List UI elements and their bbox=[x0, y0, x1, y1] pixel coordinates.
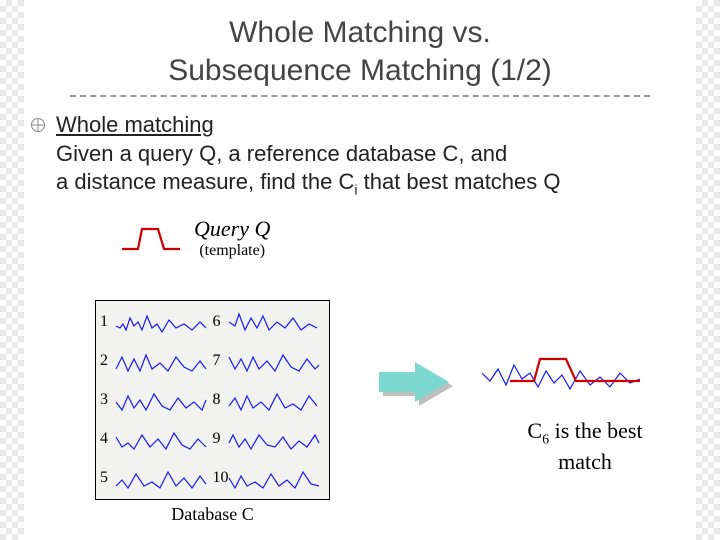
bullet-line-3b: that best matches Q bbox=[358, 169, 561, 194]
result-text-c: match bbox=[558, 449, 612, 474]
database-cell: 9 bbox=[213, 419, 326, 458]
database-cell-index: 5 bbox=[100, 469, 114, 487]
database-cell-index: 10 bbox=[213, 469, 227, 487]
database-signal bbox=[227, 304, 323, 340]
database-signal bbox=[114, 304, 210, 340]
database-signal bbox=[227, 343, 323, 379]
slide-title: Whole Matching vs. Subsequence Matching … bbox=[0, 0, 720, 89]
database-cell: 1 bbox=[100, 303, 213, 342]
database-signal bbox=[114, 460, 210, 496]
bullet-heading: Whole matching bbox=[56, 112, 214, 137]
title-line-2: Subsequence Matching (1/2) bbox=[168, 54, 552, 87]
database-cell: 6 bbox=[213, 303, 326, 342]
database-cell: 5 bbox=[100, 458, 213, 497]
decorative-border-right bbox=[696, 0, 720, 540]
database-cell: 4 bbox=[100, 419, 213, 458]
database-signal bbox=[114, 421, 210, 457]
query-subtitle: (template) bbox=[194, 242, 270, 260]
database-cell: 3 bbox=[100, 381, 213, 420]
result-text-a: C bbox=[527, 418, 542, 443]
database-caption: Database C bbox=[95, 504, 330, 525]
database-cell: 7 bbox=[213, 342, 326, 381]
database-signal bbox=[227, 421, 323, 457]
database-cell-index: 3 bbox=[100, 391, 114, 409]
bullet-item: Whole matching Given a query Q, a refere… bbox=[30, 111, 684, 199]
result-text: C6 is the best match bbox=[500, 418, 670, 476]
bullet-text: Whole matching Given a query Q, a refere… bbox=[56, 111, 561, 199]
database-cell: 10 bbox=[213, 458, 326, 497]
decorative-border-left bbox=[0, 0, 24, 540]
database-cell-index: 2 bbox=[100, 352, 114, 370]
result-arrow bbox=[375, 360, 455, 417]
database-cell-index: 7 bbox=[213, 352, 227, 370]
database-signal bbox=[114, 382, 210, 418]
database-cell-index: 9 bbox=[213, 430, 227, 448]
database-cell-index: 4 bbox=[100, 430, 114, 448]
query-block: Query Q (template) bbox=[120, 216, 270, 260]
database-cell-index: 6 bbox=[213, 313, 227, 331]
title-line-1: Whole Matching vs. bbox=[229, 16, 491, 49]
database-signal bbox=[114, 343, 210, 379]
bullet-line-3a: a distance measure, find the C bbox=[56, 169, 354, 194]
bullet-line-2: Given a query Q, a reference database C,… bbox=[56, 141, 507, 166]
database-signal bbox=[227, 460, 323, 496]
bullet-icon bbox=[30, 117, 46, 133]
query-template-shape bbox=[120, 221, 184, 255]
query-title: Query Q bbox=[194, 216, 270, 242]
result-text-b: is the best bbox=[549, 418, 643, 443]
database-cell: 8 bbox=[213, 381, 326, 420]
database-signal bbox=[227, 382, 323, 418]
database-grid: 1 6 2 7 3 8 4 9 5 10 bbox=[95, 300, 330, 500]
result-waveform bbox=[480, 345, 650, 405]
database-cell: 2 bbox=[100, 342, 213, 381]
title-underline bbox=[70, 95, 650, 97]
query-labels: Query Q (template) bbox=[194, 216, 270, 260]
database-cell-index: 1 bbox=[100, 313, 114, 331]
database-cell-index: 8 bbox=[213, 391, 227, 409]
